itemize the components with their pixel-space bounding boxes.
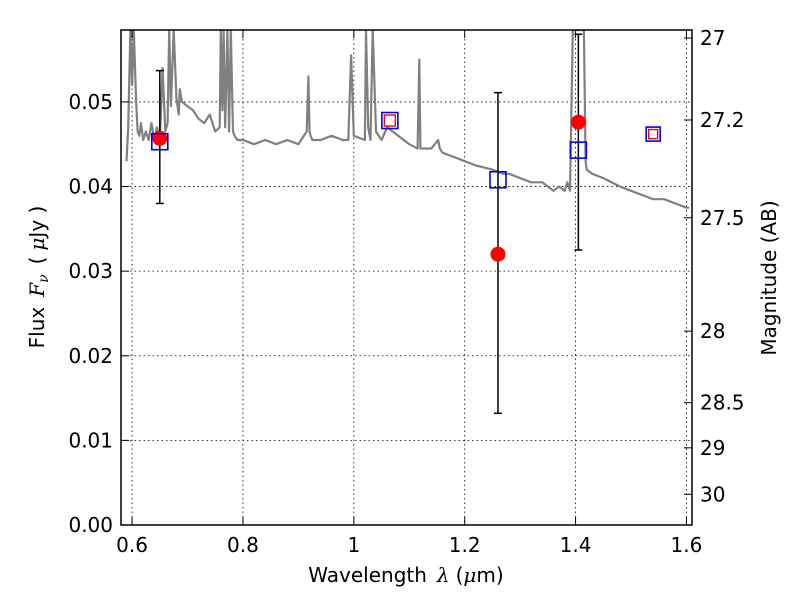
y-tick-label: 0.03 [68, 259, 113, 283]
plot-background [121, 30, 692, 525]
y-tick-label: 0.04 [68, 175, 113, 199]
model-phot-inner-square [647, 128, 659, 140]
grid [121, 30, 692, 525]
model-phot-square [645, 126, 661, 142]
mag-tick-label: 29 [700, 436, 725, 460]
mag-tick-label: 28.5 [700, 391, 745, 415]
model-phot-square [569, 141, 588, 159]
y-tick-label: 0.01 [68, 428, 113, 452]
mag-tick-label: 27.2 [700, 108, 745, 132]
observed-point [570, 114, 586, 130]
x-tick-label: 0.6 [116, 533, 148, 557]
x-tick-label: 1 [347, 533, 360, 557]
model-spectrum-line [125, 30, 690, 209]
mag-tick-label: 27 [700, 26, 725, 50]
y2-axis-title: Magnitude (AB) [757, 200, 781, 355]
mag-tick-label: 30 [700, 482, 725, 506]
y-axis-title: FluxFν(μJy ) [25, 206, 52, 349]
x-tick-label: 1.2 [449, 533, 481, 557]
markers [151, 33, 661, 415]
y-tick-label: 0.00 [68, 513, 113, 537]
model-phot-inner-square [383, 114, 397, 127]
y-tick-label: 0.05 [68, 90, 113, 114]
ticks: 0.6 0.8 1 1.2 1.4 1.6 0.00 0.01 0.02 0.03 0.04 0.05… [68, 26, 744, 557]
x-tick-label: 1.6 [671, 533, 703, 557]
x-axis-title: Wavelength λ (μm) [308, 563, 503, 587]
observed-point [490, 246, 506, 262]
observed-point [152, 130, 168, 146]
plot-frame [120, 29, 693, 526]
mag-tick-label: 28 [700, 319, 725, 343]
model-phot-square [489, 170, 507, 189]
model-phot-square [151, 132, 169, 151]
x-tick-label: 1.4 [560, 533, 592, 557]
x-tick-label: 0.8 [227, 533, 259, 557]
plot-area [125, 30, 690, 209]
model-phot-square [381, 111, 399, 130]
mag-tick-label: 27.5 [700, 206, 745, 230]
y-tick-label: 0.02 [68, 344, 113, 368]
